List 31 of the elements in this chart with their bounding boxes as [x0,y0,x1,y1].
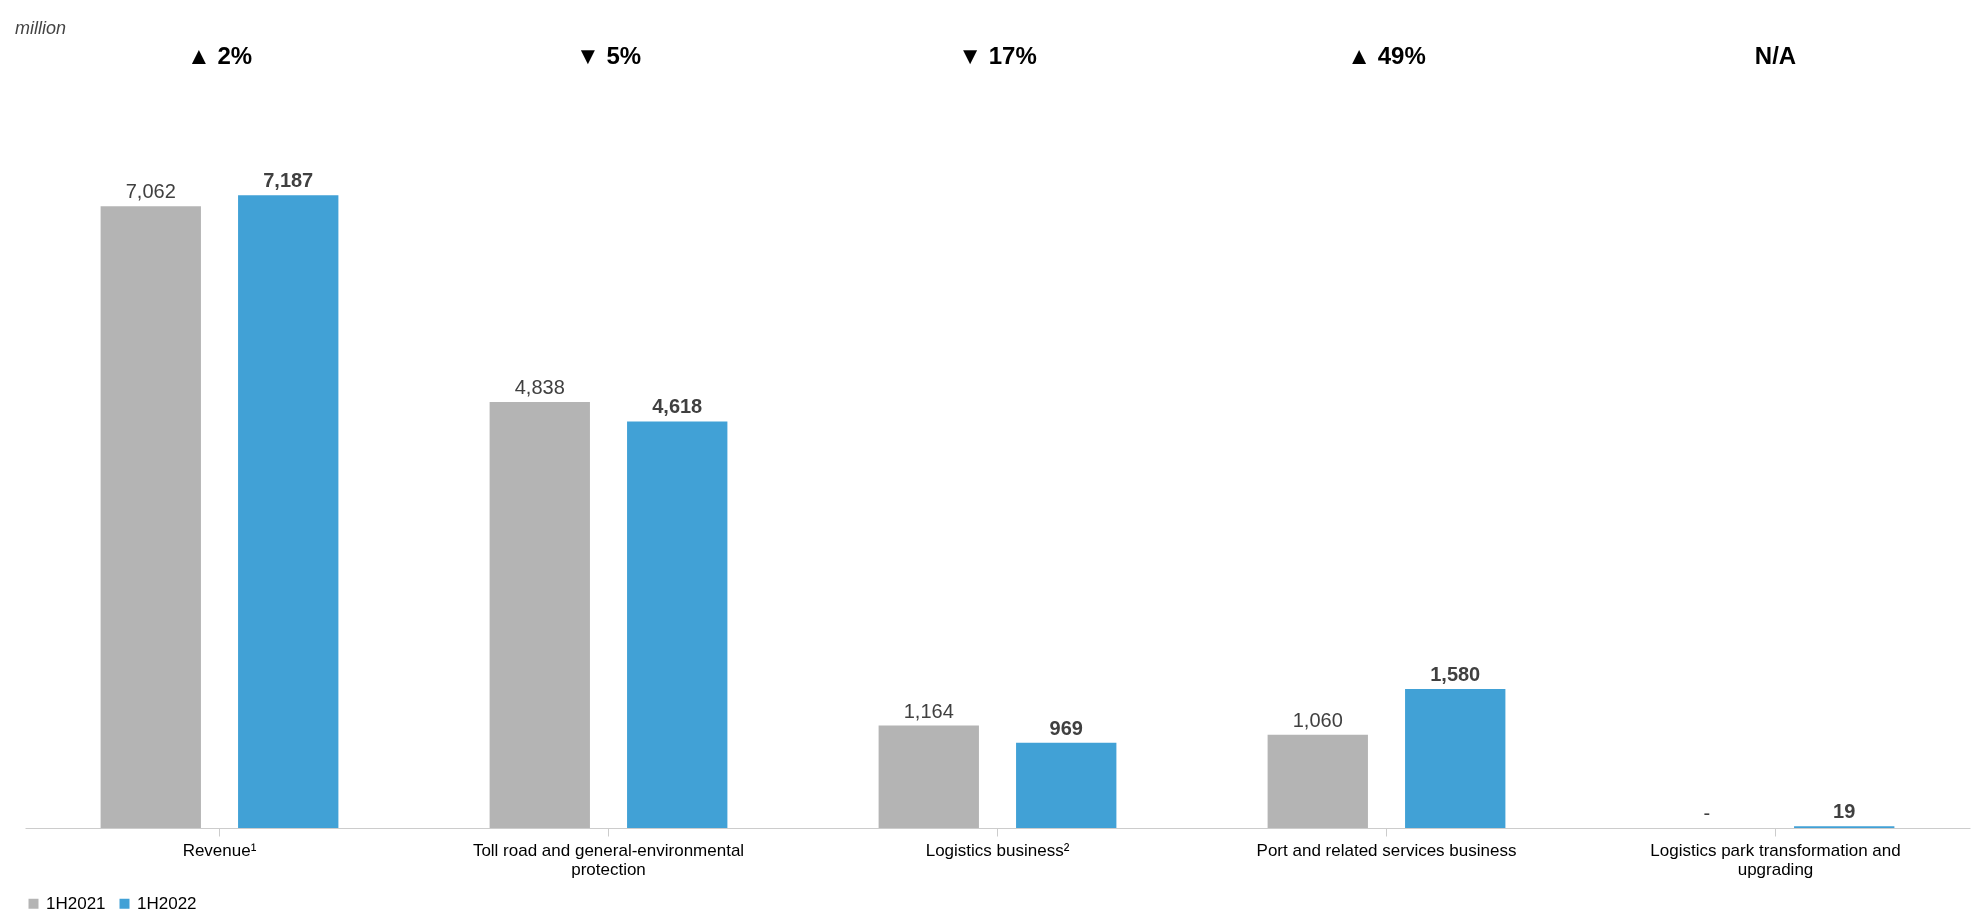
data-label: 1,164 [903,699,954,722]
bar [100,206,201,828]
data-label: 4,838 [514,376,565,399]
text: million [15,18,67,38]
text: ▲ 49% [1347,42,1426,69]
data-label: 19 [1833,800,1856,823]
legend-label: 1H2022 [137,893,197,913]
bar [627,421,728,828]
x-tick-label: Toll road and general-environmental protection [472,840,745,879]
x-tick-label: Logistics business² [925,840,1070,860]
x-tick-label: Revenue¹ [182,840,257,860]
text: - [1703,802,1711,824]
text: ▼ 17% [958,42,1037,69]
data-label: 1,060 [1292,708,1343,731]
text: ▲ 2% [186,42,253,69]
text: N/A [1754,42,1797,69]
x-tick-label: Logistics park transformation and upgrading [1650,840,1901,879]
bar [238,195,339,828]
legend-label: 1H2021 [46,893,106,913]
text: ▼ 5% [575,42,642,69]
data-label: 969 [1049,716,1083,739]
bar [489,402,590,828]
bar [1405,688,1506,828]
data-label: 7,062 [125,180,176,203]
data-label: 4,618 [652,395,703,418]
data-label: 1,580 [1430,662,1481,685]
bar [1267,734,1368,828]
bar [1016,742,1117,828]
x-tick-label: Port and related services business [1256,840,1517,860]
bar [878,725,979,828]
data-label: 7,187 [263,169,314,192]
